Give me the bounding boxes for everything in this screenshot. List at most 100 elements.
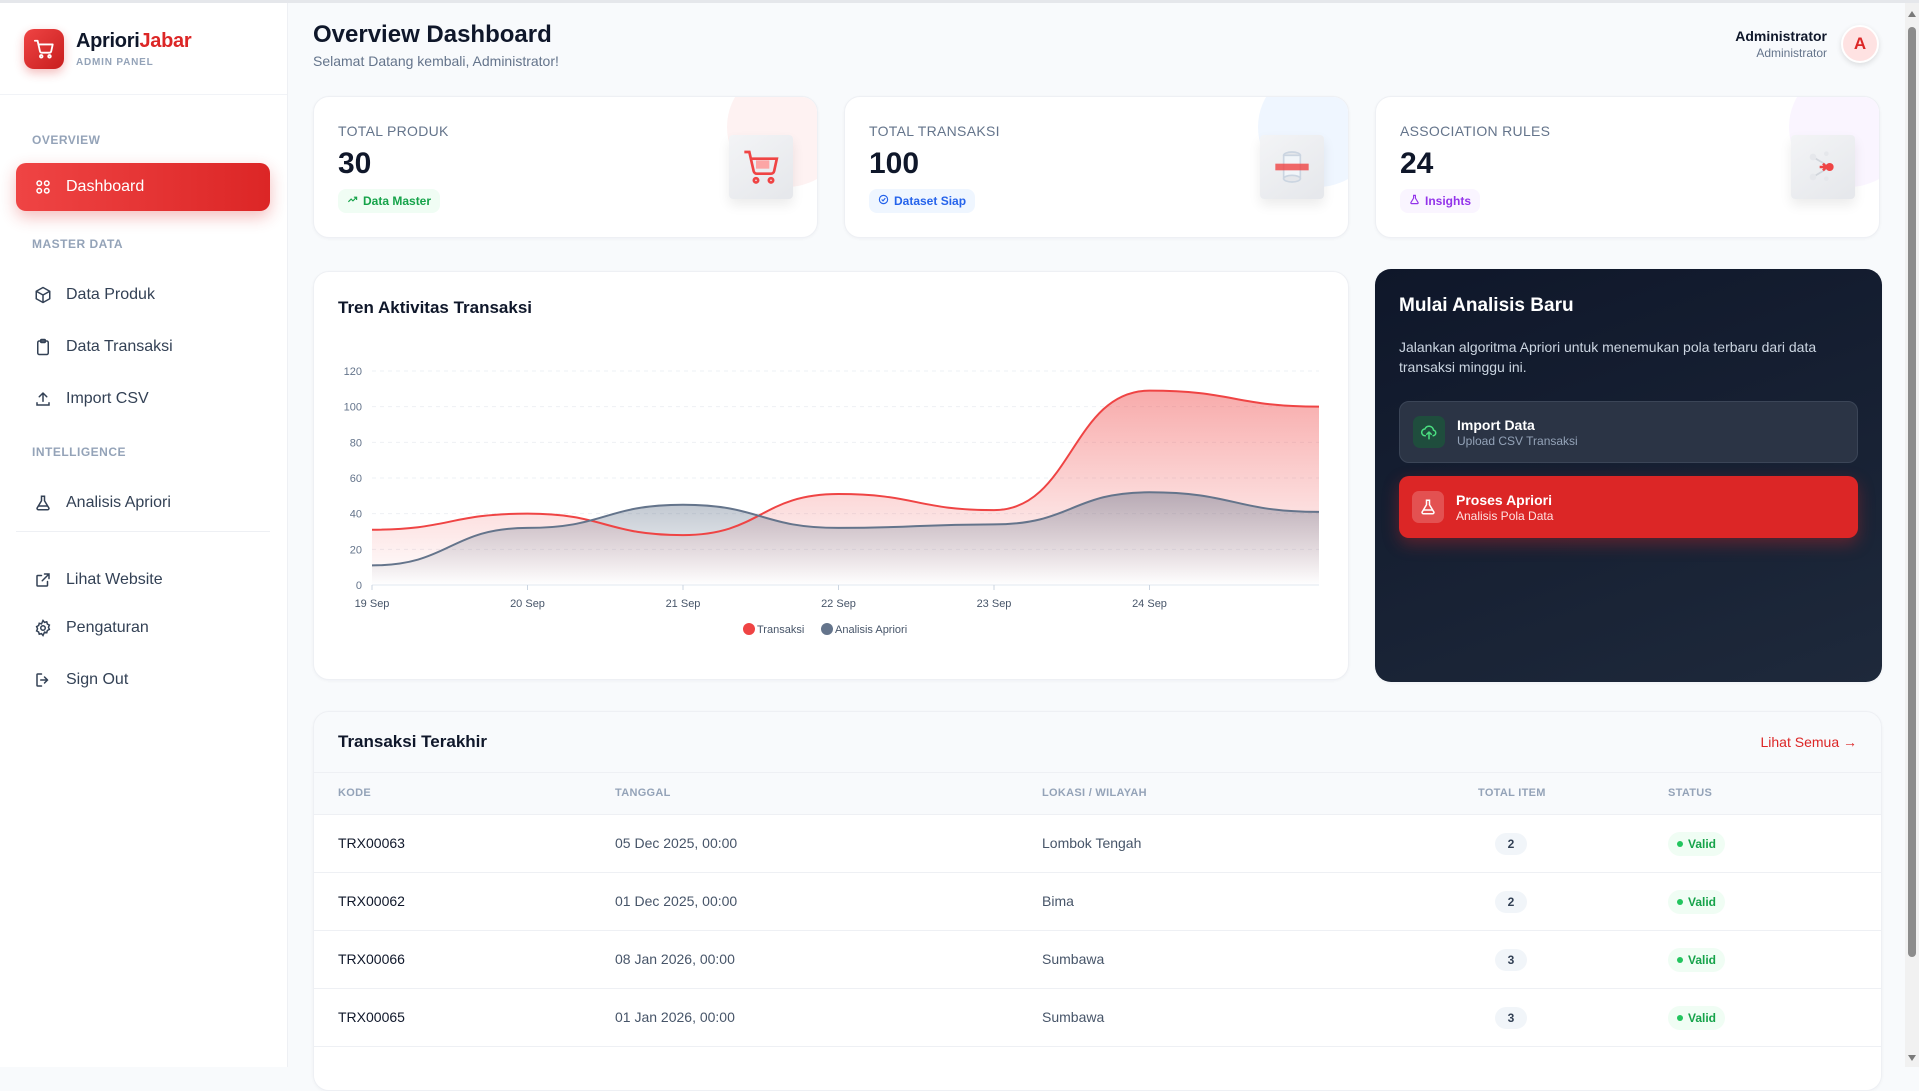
svg-text:24 Sep: 24 Sep [1132,598,1167,610]
cell-lokasi: Sumbawa [1042,951,1105,967]
sidebar-item-label: Dashboard [66,178,145,195]
quick-analysis-panel: Mulai Analisis Baru Jalankan algoritma A… [1375,269,1882,682]
status-badge: Valid [1668,890,1726,914]
sign-out-icon [32,669,54,691]
upload-icon [32,388,54,410]
cell-kode: TRX00065 [338,1009,405,1025]
svg-text:20 Sep: 20 Sep [510,598,545,610]
scroll-down-arrow-icon[interactable] [1908,1055,1916,1061]
cell-tanggal: 08 Jan 2026, 00:00 [615,951,735,967]
window-top-border [0,0,1919,3]
sidebar-item-label: Lihat Website [66,571,163,588]
column-header-status: STATUS [1668,787,1713,799]
cell-tanggal: 01 Dec 2025, 00:00 [615,893,738,909]
import-data-button[interactable]: Import Data Upload CSV Transaksi [1399,401,1858,463]
sidebar-item-pengaturan[interactable]: Pengaturan [16,604,270,652]
clipboard-icon [32,336,54,358]
panel-description: Jalankan algoritma Apriori untuk menemuk… [1399,339,1817,375]
sidebar-item-label: Data Transaksi [66,338,173,355]
scroll-up-arrow-icon[interactable] [1908,11,1916,17]
page-scrollbar[interactable] [1905,3,1919,1067]
cell-tanggal: 01 Jan 2026, 00:00 [615,1009,735,1025]
sidebar-item-import-csv[interactable]: Import CSV [16,375,270,423]
scrollbar-thumb[interactable] [1908,27,1916,957]
svg-text:80: 80 [350,437,362,449]
sidebar-item-data-transaksi[interactable]: Data Transaksi [16,323,270,371]
sidebar-item-dashboard[interactable]: Dashboard [16,163,270,211]
table-header: KODE TANGGAL LOKASI / WILAYAH TOTAL ITEM… [314,772,1881,814]
svg-text:21 Sep: 21 Sep [666,598,701,610]
svg-text:0: 0 [356,580,362,592]
status-badge: Valid [1668,1006,1726,1030]
cell-kode: TRX00062 [338,893,405,909]
stat-badge: Dataset Siap [869,189,976,213]
table-row[interactable] [314,1046,1881,1090]
sidebar-item-analisis-apriori[interactable]: Analisis Apriori [16,479,270,527]
sidebar-item-label: Import CSV [66,390,149,407]
box-icon [32,284,54,306]
stat-badge: Insights [1400,189,1481,213]
flask-icon [32,492,54,514]
svg-text:100: 100 [344,402,362,414]
svg-text:20: 20 [350,544,362,556]
cell-tanggal: 05 Dec 2025, 00:00 [615,835,738,851]
flask-icon [1412,491,1444,523]
sidebar-item-label: Pengaturan [66,619,149,636]
cell-total-item: 2 [1495,891,1527,913]
cell-lokasi: Bima [1042,893,1074,909]
table-row[interactable]: TRX00063 05 Dec 2025, 00:00 Lombok Tengah 2… [314,814,1881,872]
proses-apriori-button[interactable]: Proses Apriori Analisis Pola Data [1399,476,1858,538]
user-role: Administrator [1756,46,1827,60]
svg-text:Analisis Apriori: Analisis Apriori [835,624,907,636]
stat-value: 100 [869,147,920,180]
sidebar-item-label: Sign Out [66,671,129,688]
panel-title: Mulai Analisis Baru [1399,295,1574,316]
sidebar-item-data-produk[interactable]: Data Produk [16,271,270,319]
sidebar: AprioriJabar ADMIN PANEL OVERVIEW Dashbo… [0,3,288,1067]
page-title: Overview Dashboard [313,21,552,48]
shopping-cart-image [729,135,793,199]
area-chart[interactable]: 0 20 40 60 80 100 120 19 Sep 20 Sep 21 Sep 22 Sep 2… [314,272,1349,680]
user-menu[interactable]: Administrator Administrator A [1735,25,1879,63]
external-link-icon [32,569,54,591]
table-row[interactable]: TRX00065 01 Jan 2026, 00:00 Sumbawa 3 Valid [314,988,1881,1046]
cell-total-item: 2 [1495,833,1527,855]
table-row[interactable]: TRX00062 01 Dec 2025, 00:00 Bima 2 Valid [314,872,1881,930]
sidebar-item-lihat-website[interactable]: Lihat Website [16,556,270,604]
svg-text:23 Sep: 23 Sep [977,598,1012,610]
status-dot-icon [1677,1015,1683,1021]
svg-text:Transaksi: Transaksi [757,624,804,636]
sidebar-item-sign-out[interactable]: Sign Out [16,656,270,704]
stat-card-association-rules: ASSOCIATION RULES 24 Insights [1375,96,1880,238]
svg-text:40: 40 [350,509,362,521]
svg-text:19 Sep: 19 Sep [355,598,390,610]
cell-kode: TRX00066 [338,951,405,967]
status-dot-icon [1677,899,1683,905]
stat-label: TOTAL TRANSAKSI [869,123,1000,139]
column-header-total-item: TOTAL ITEM [1478,787,1546,799]
sidebar-item-label: Analisis Apriori [66,494,171,511]
cloud-upload-icon [1413,416,1445,448]
chart-title: Tren Aktivitas Transaksi [338,298,533,317]
shopping-cart-logo-icon [24,28,64,69]
cell-kode: TRX00063 [338,835,405,851]
nav-section-overview: OVERVIEW [32,133,101,147]
sidebar-item-label: Data Produk [66,286,155,303]
view-all-link[interactable]: Lihat Semua → [1760,734,1858,750]
stat-badge: Data Master [338,189,441,213]
status-dot-icon [1677,841,1683,847]
nav-section-intelligence: INTELLIGENCE [32,445,127,459]
avatar[interactable]: A [1841,25,1879,63]
svg-text:120: 120 [344,366,362,378]
brand-name: AprioriJabar [76,29,192,52]
cell-total-item: 3 [1495,949,1527,971]
recent-transactions-card: Transaksi Terakhir Lihat Semua → KODE TA… [313,711,1882,1091]
table-row[interactable]: TRX00066 08 Jan 2026, 00:00 Sumbawa 3 Valid [314,930,1881,988]
brand[interactable]: AprioriJabar ADMIN PANEL [0,3,287,95]
gear-icon [32,617,54,639]
stat-value: 30 [338,147,372,180]
grid-icon [32,176,54,198]
sidebar-divider [16,531,270,532]
stat-value: 24 [1400,147,1434,180]
svg-text:60: 60 [350,473,362,485]
